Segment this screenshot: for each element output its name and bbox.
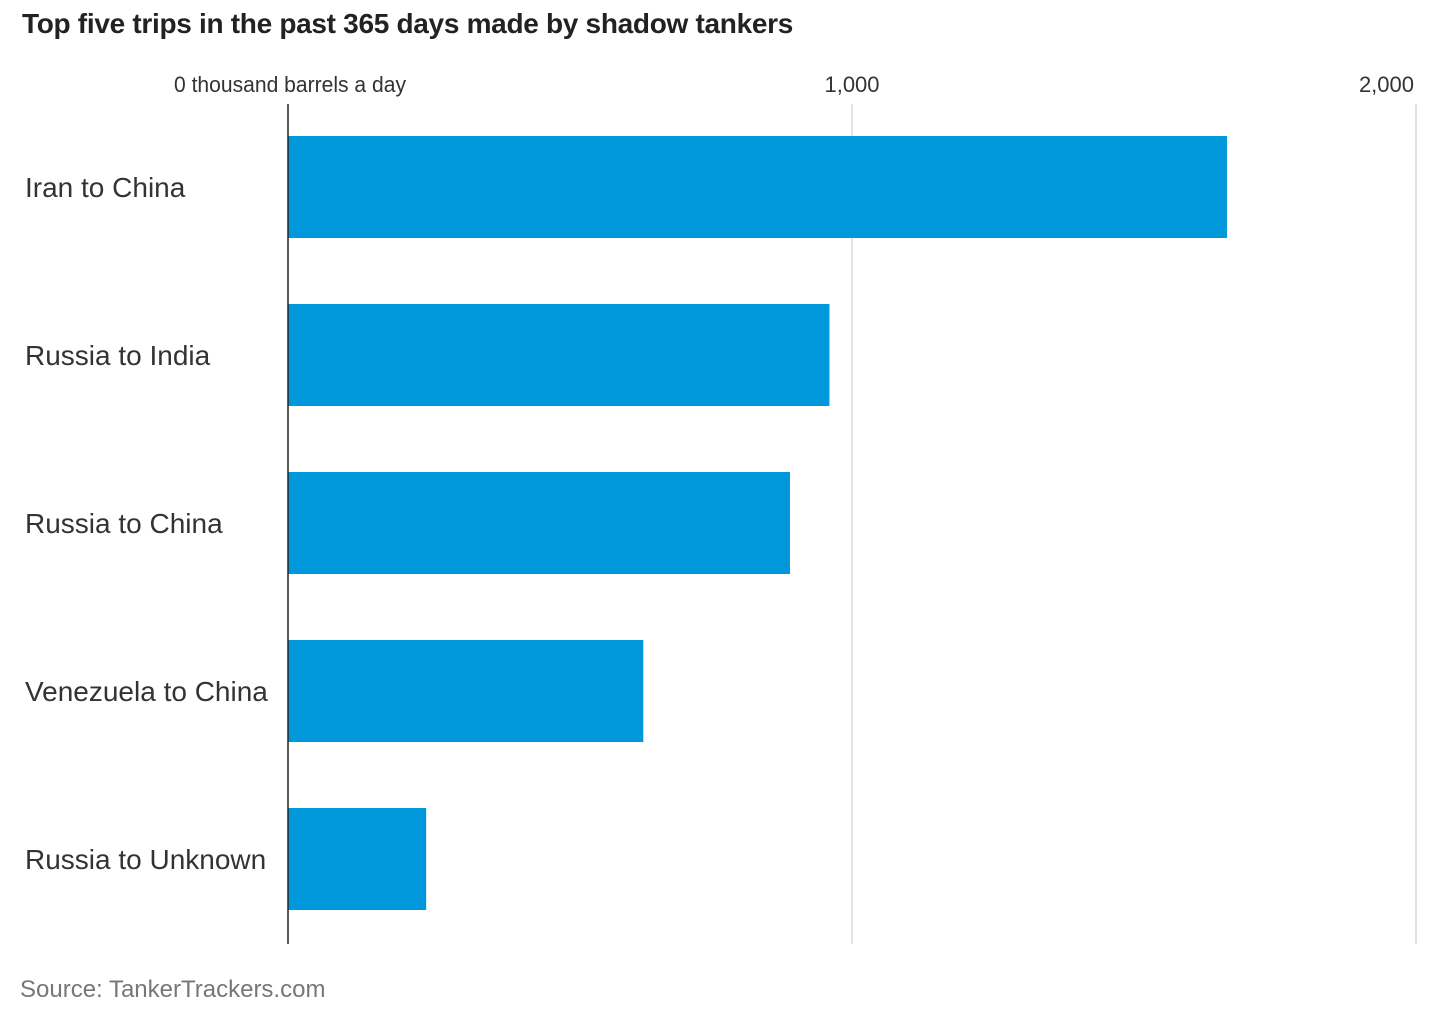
chart-title: Top five trips in the past 365 days made…: [22, 8, 793, 39]
bar-venezuela-to-china: [288, 640, 644, 742]
category-label-russia-to-india: Russia to India: [25, 340, 211, 371]
bar-russia-to-unknown: [288, 808, 427, 910]
x-tick-label-1000: 1,000: [824, 72, 879, 97]
category-label-venezuela-to-china: Venezuela to China: [25, 676, 268, 707]
x-tick-label-0: 0 thousand barrels a day: [174, 72, 406, 97]
category-labels: Iran to China Russia to India Russia to Ch…: [25, 172, 268, 875]
gridlines: [851, 104, 1417, 944]
x-axis-tick-labels: 0 thousand barrels a day 1,000 2,000: [174, 72, 1414, 97]
category-label-russia-to-unknown: Russia to Unknown: [25, 844, 266, 875]
category-label-russia-to-china: Russia to China: [25, 508, 223, 539]
x-tick-label-2000: 2,000: [1359, 72, 1414, 97]
category-label-iran-to-china: Iran to China: [25, 172, 186, 203]
source-note: Source: TankerTrackers.com: [20, 976, 326, 1003]
bar-russia-to-china: [288, 472, 790, 574]
bar-iran-to-china: [288, 136, 1228, 238]
bars: [288, 136, 1228, 910]
bar-russia-to-india: [288, 304, 830, 406]
